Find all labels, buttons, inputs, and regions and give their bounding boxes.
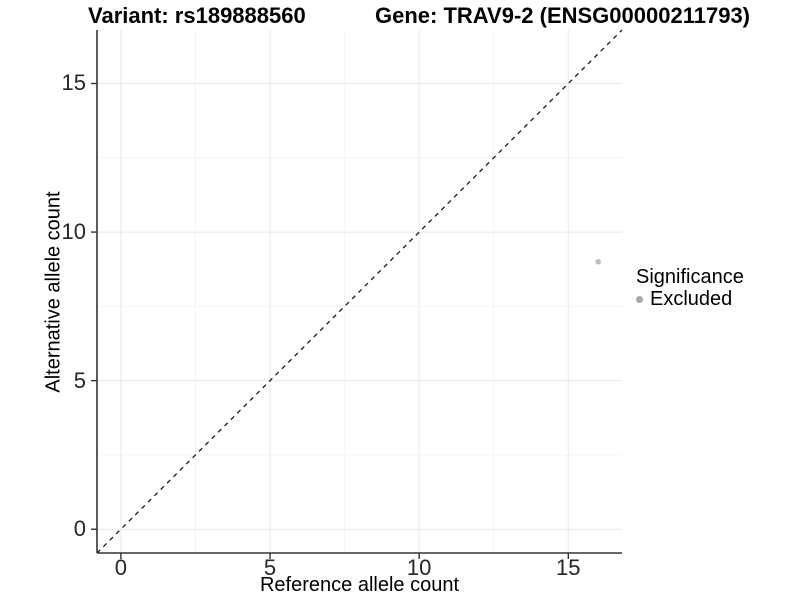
x-tick-label: 15 bbox=[556, 555, 581, 580]
data-point bbox=[595, 258, 601, 265]
legend-items: Excluded bbox=[636, 288, 744, 310]
x-tick-label: 0 bbox=[114, 555, 127, 580]
plot-canvas bbox=[91, 29, 623, 559]
plot-panel bbox=[91, 29, 623, 559]
y-tick-label: 0 bbox=[73, 516, 86, 542]
legend-item-label: Excluded bbox=[650, 287, 733, 310]
y-tick-label: 15 bbox=[61, 70, 86, 96]
legend-title: Significance bbox=[636, 266, 744, 288]
x-tick-label: 5 bbox=[263, 555, 277, 580]
plot-title-gene: Gene: TRAV9-2 (ENSG00000211793) bbox=[375, 3, 750, 28]
plot-title-variant: Variant: rs189888560 bbox=[88, 3, 306, 28]
legend: Significance Excluded bbox=[636, 266, 744, 310]
identity-reference-line bbox=[96, 29, 623, 554]
x-tick-label: 10 bbox=[406, 555, 432, 580]
y-tick-label: 10 bbox=[61, 219, 86, 245]
legend-item: Excluded bbox=[636, 288, 744, 310]
y-tick-label: 5 bbox=[73, 367, 86, 393]
x-axis-title: Reference allele count bbox=[259, 574, 459, 596]
legend-key-dot-icon bbox=[636, 295, 643, 303]
